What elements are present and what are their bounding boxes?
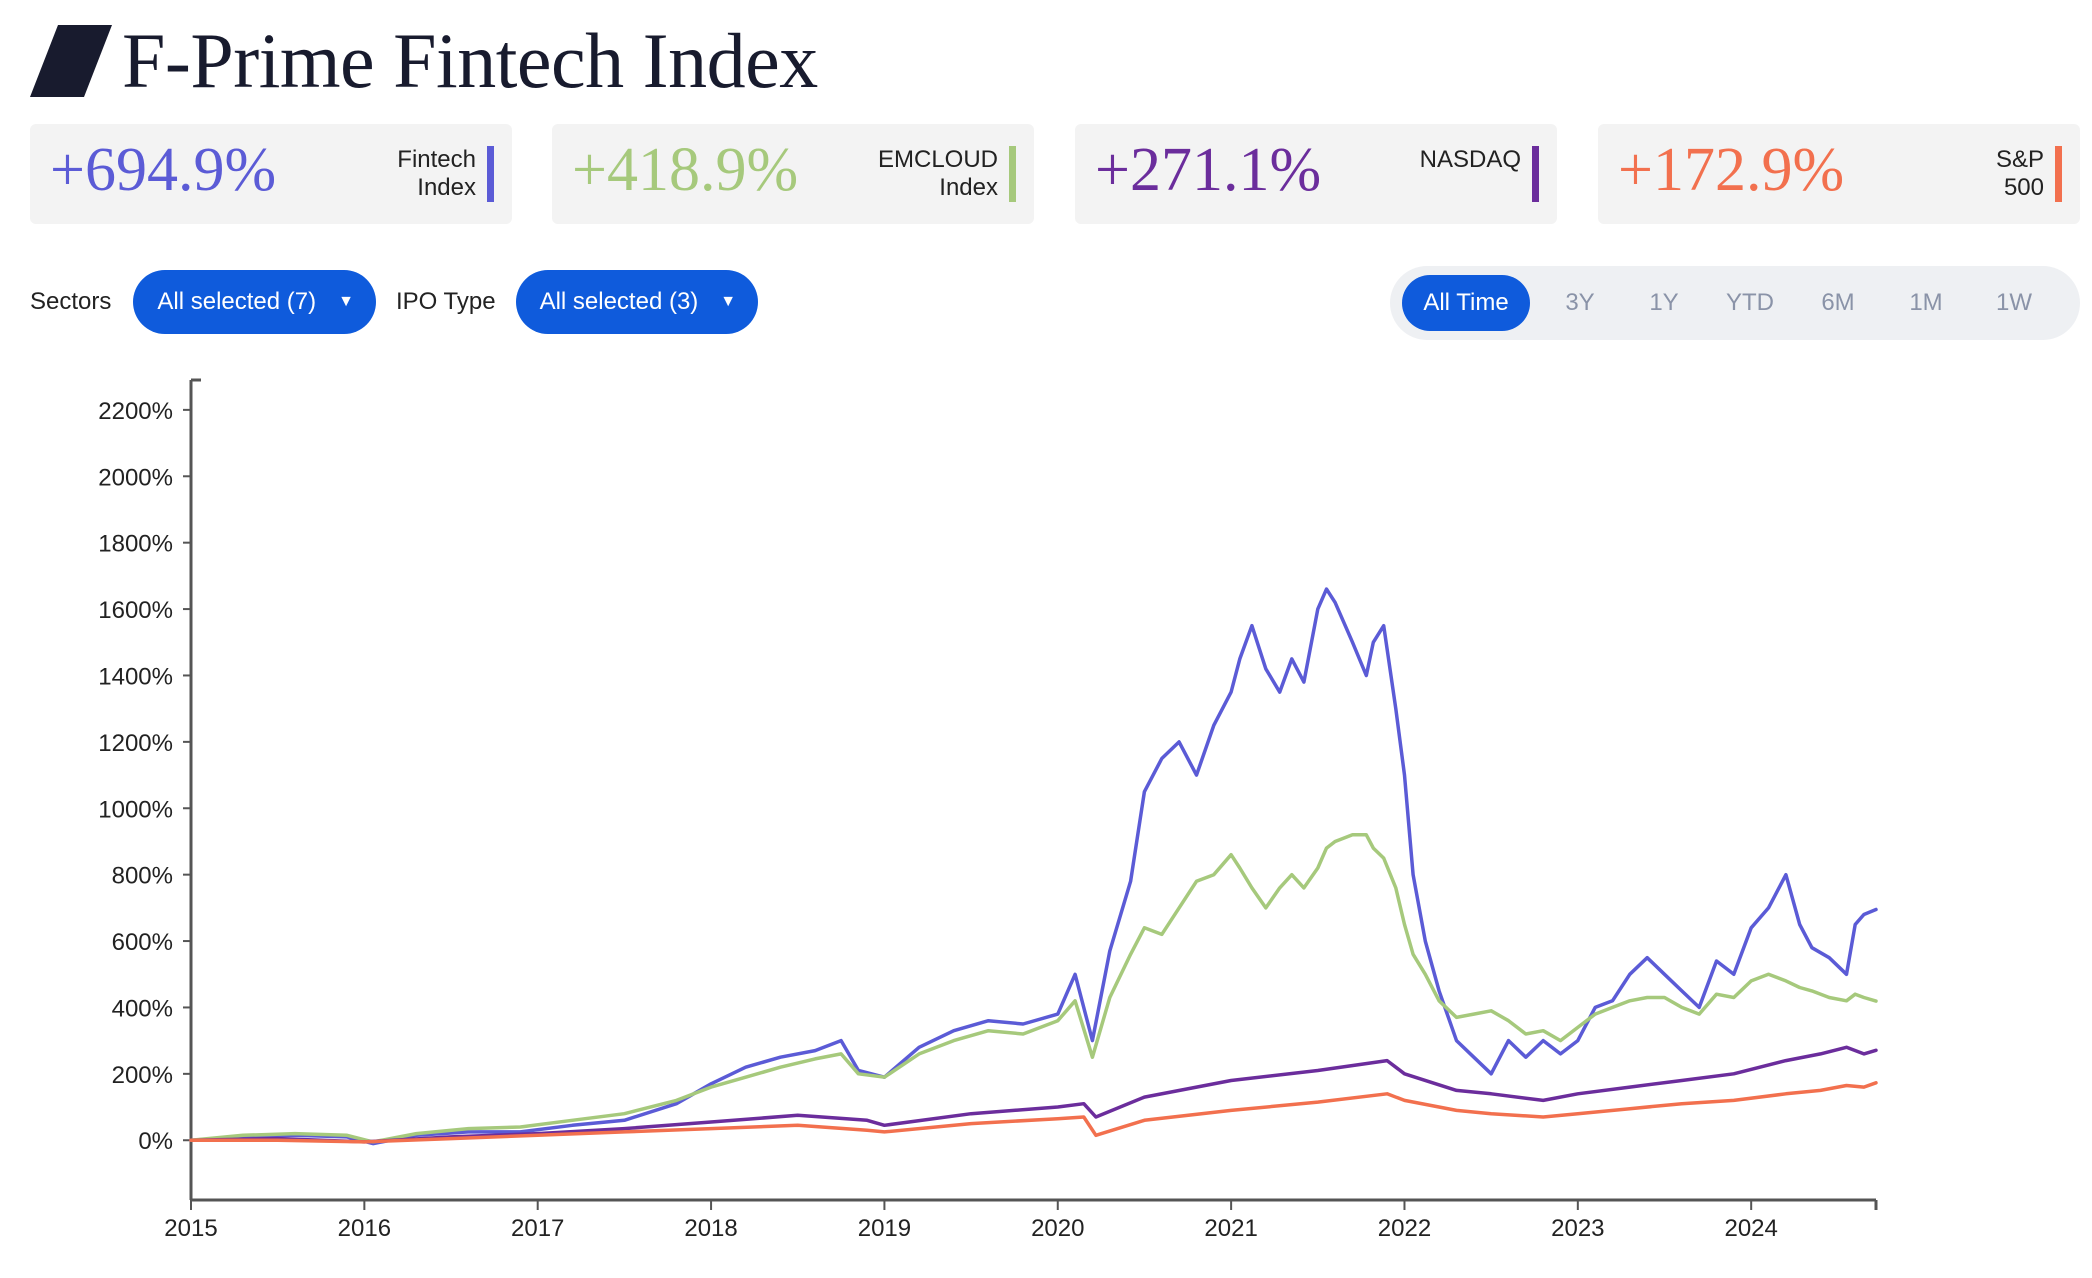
- x-tick-label: 2019: [858, 1215, 911, 1242]
- ipo-type-dropdown-value: All selected (3): [539, 288, 699, 315]
- y-tick-label: 1200%: [98, 730, 173, 757]
- series-line-s-p-500: [189, 1081, 1878, 1144]
- range-ytd[interactable]: YTD: [1726, 289, 1774, 316]
- range-1w[interactable]: 1W: [1996, 289, 2032, 316]
- range-6m[interactable]: 6M: [1821, 289, 1855, 316]
- card-label-line: Fintech: [397, 146, 476, 173]
- caret-down-icon: ▼: [720, 293, 737, 310]
- card-emcloud: +418.9% EMCLOUD Index: [552, 124, 1034, 224]
- range-3y[interactable]: 3Y: [1565, 289, 1595, 316]
- card-value: +418.9%: [572, 136, 799, 204]
- range-1m[interactable]: 1M: [1909, 289, 1943, 316]
- time-range-selector: All Time 3Y 1Y YTD 6M 1M 1W: [1390, 266, 2080, 340]
- x-tick-label: 2024: [1724, 1215, 1777, 1242]
- series-line-nasdaq: [189, 1045, 1878, 1144]
- x-tick-label: 2017: [511, 1215, 564, 1242]
- y-tick-label: 200%: [112, 1062, 173, 1089]
- x-tick-label: 2021: [1204, 1215, 1257, 1242]
- y-tick-label: 2200%: [98, 398, 173, 425]
- x-tick-label: 2022: [1378, 1215, 1431, 1242]
- color-swatch: [1009, 146, 1016, 202]
- y-tick-label: 800%: [112, 863, 173, 890]
- y-tick-label: 1800%: [98, 531, 173, 558]
- color-swatch: [1532, 146, 1539, 202]
- filter-bar: Sectors All selected (7) ▼ IPO Type All …: [30, 270, 759, 334]
- page-title: F-Prime Fintech Index: [122, 17, 818, 104]
- card-value: +694.9%: [50, 136, 277, 204]
- caret-down-icon: ▼: [338, 293, 354, 310]
- card-value: +172.9%: [1618, 136, 1845, 204]
- y-tick-label: 1000%: [98, 796, 173, 823]
- card-value: +271.1%: [1095, 136, 1322, 204]
- ipo-type-dropdown[interactable]: All selected (3) ▼: [515, 270, 759, 334]
- series-line-fintech-index: [189, 587, 1878, 1146]
- card-nasdaq: +271.1% NASDAQ: [1075, 124, 1557, 224]
- y-tick-label: 2000%: [98, 464, 173, 491]
- card-label-line: Index: [939, 174, 998, 201]
- x-tick-label: 2016: [338, 1215, 391, 1242]
- series-line-emcloud-index: [189, 833, 1878, 1144]
- card-label-line: Index: [417, 174, 476, 201]
- ipo-type-label: IPO Type: [395, 288, 496, 315]
- color-swatch: [487, 146, 494, 202]
- sectors-dropdown[interactable]: All selected (7) ▼: [133, 270, 376, 334]
- y-tick-label: 0%: [138, 1128, 173, 1155]
- card-label-line: NASDAQ: [1419, 146, 1521, 173]
- x-tick-label: 2015: [164, 1215, 217, 1242]
- range-1y[interactable]: 1Y: [1649, 289, 1679, 316]
- y-tick-label: 1400%: [98, 663, 173, 690]
- card-label-line: S&P: [1995, 146, 2044, 173]
- y-tick-label: 600%: [112, 929, 173, 956]
- sectors-label: Sectors: [30, 288, 112, 315]
- summary-cards: +694.9% Fintech Index +418.9% EMCLOUD In…: [30, 124, 2080, 224]
- range-all-time[interactable]: All Time: [1402, 275, 1530, 331]
- x-tick-label: 2018: [684, 1215, 737, 1242]
- color-swatch: [2055, 146, 2062, 202]
- card-sp500: +172.9% S&P 500: [1598, 124, 2080, 224]
- card-label: EMCLOUD Index: [878, 146, 998, 202]
- card-label: NASDAQ: [1420, 146, 1521, 174]
- card-label-line: EMCLOUD: [877, 146, 998, 173]
- card-fintech: +694.9% Fintech Index: [30, 124, 512, 224]
- card-label-line: 500: [2003, 174, 2044, 201]
- f-prime-logo-icon: [30, 25, 112, 97]
- x-tick-label: 2020: [1031, 1215, 1084, 1242]
- x-tick-label: 2023: [1551, 1215, 1604, 1242]
- page-header: F-Prime Fintech Index: [30, 22, 818, 100]
- y-tick-label: 400%: [112, 995, 173, 1022]
- y-tick-label: 1600%: [98, 597, 173, 624]
- card-label: Fintech Index: [397, 146, 476, 202]
- sectors-dropdown-value: All selected (7): [157, 288, 317, 315]
- card-label: S&P 500: [1996, 146, 2044, 202]
